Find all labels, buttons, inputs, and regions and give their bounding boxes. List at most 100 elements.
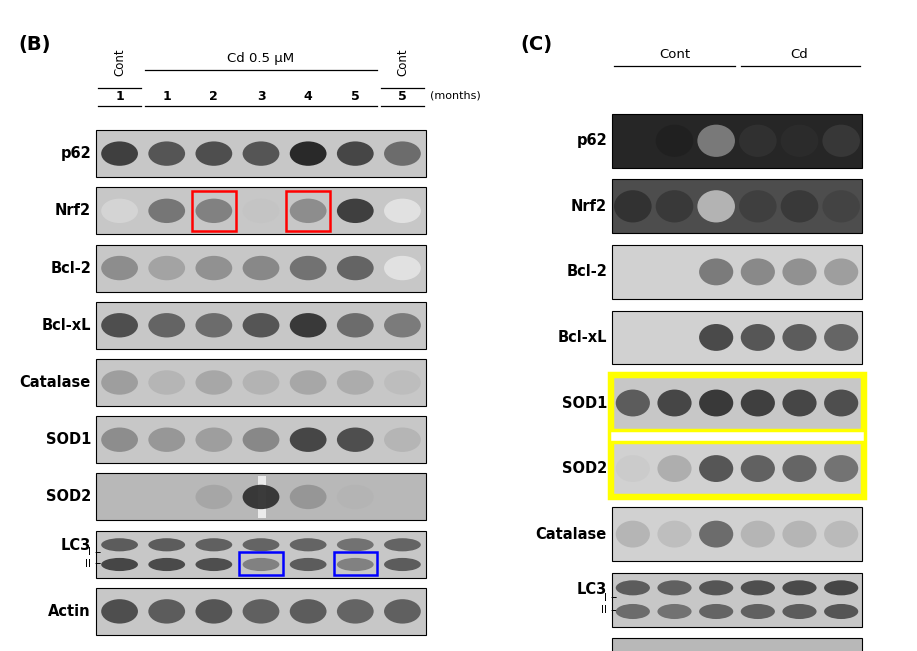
Ellipse shape (782, 604, 816, 619)
Ellipse shape (739, 124, 777, 157)
Text: Nrf2: Nrf2 (55, 203, 91, 218)
Ellipse shape (290, 199, 326, 223)
Ellipse shape (290, 599, 326, 624)
Ellipse shape (290, 370, 326, 395)
Text: 1: 1 (162, 89, 171, 102)
Ellipse shape (337, 538, 373, 551)
Ellipse shape (384, 599, 421, 624)
Ellipse shape (656, 190, 693, 223)
Ellipse shape (699, 455, 734, 482)
Bar (96, 416, 426, 463)
Text: SOD2: SOD2 (562, 461, 607, 476)
Ellipse shape (243, 313, 280, 337)
Bar (612, 311, 862, 365)
Ellipse shape (697, 124, 735, 157)
Text: 1: 1 (116, 89, 124, 102)
Bar (96, 302, 426, 349)
Ellipse shape (741, 324, 775, 351)
Ellipse shape (243, 370, 280, 395)
Ellipse shape (384, 256, 421, 280)
Ellipse shape (782, 258, 816, 285)
Text: LC3: LC3 (61, 538, 91, 553)
Ellipse shape (243, 199, 280, 223)
Ellipse shape (384, 141, 421, 166)
Ellipse shape (824, 580, 858, 596)
Text: Cont: Cont (113, 48, 126, 76)
Bar (193, 191, 236, 230)
Ellipse shape (741, 455, 775, 482)
Ellipse shape (149, 141, 185, 166)
Ellipse shape (384, 370, 421, 395)
Bar (96, 473, 426, 520)
Bar (612, 245, 862, 299)
Bar (612, 507, 862, 561)
Ellipse shape (615, 580, 650, 596)
Ellipse shape (243, 141, 280, 166)
Text: –: – (610, 604, 616, 617)
Ellipse shape (824, 521, 858, 547)
Ellipse shape (741, 604, 775, 619)
Ellipse shape (290, 538, 326, 551)
Text: –: – (94, 546, 100, 559)
Ellipse shape (149, 370, 185, 395)
Bar (612, 114, 862, 168)
Text: 4: 4 (304, 89, 313, 102)
Ellipse shape (337, 313, 373, 337)
Ellipse shape (195, 199, 232, 223)
Ellipse shape (384, 428, 421, 452)
Text: 5: 5 (351, 89, 359, 102)
Ellipse shape (782, 455, 816, 482)
Ellipse shape (699, 324, 734, 351)
Ellipse shape (243, 485, 280, 509)
Ellipse shape (782, 521, 816, 547)
Ellipse shape (384, 313, 421, 337)
Ellipse shape (101, 141, 138, 166)
Ellipse shape (101, 370, 138, 395)
Ellipse shape (195, 558, 232, 571)
Ellipse shape (614, 190, 652, 223)
Ellipse shape (149, 428, 185, 452)
Ellipse shape (101, 538, 138, 551)
Ellipse shape (337, 199, 373, 223)
Ellipse shape (741, 521, 775, 547)
Bar (609, 373, 865, 499)
Ellipse shape (101, 199, 138, 223)
Ellipse shape (101, 428, 138, 452)
Ellipse shape (741, 389, 775, 417)
Text: (C): (C) (520, 35, 552, 54)
Bar (96, 187, 426, 234)
Ellipse shape (149, 538, 185, 551)
Ellipse shape (337, 370, 373, 395)
Text: Cont: Cont (659, 48, 691, 61)
Ellipse shape (290, 141, 326, 166)
Ellipse shape (782, 389, 816, 417)
Bar (96, 245, 426, 292)
Text: II: II (85, 559, 91, 568)
Ellipse shape (699, 258, 734, 285)
Ellipse shape (782, 580, 816, 596)
Text: 5: 5 (398, 89, 407, 102)
Ellipse shape (824, 258, 858, 285)
Text: Bcl-xL: Bcl-xL (558, 330, 607, 345)
Bar (612, 180, 862, 233)
Text: Cd: Cd (790, 48, 809, 61)
Bar (286, 191, 330, 230)
Ellipse shape (824, 455, 858, 482)
Text: I: I (88, 547, 91, 557)
Bar (612, 376, 862, 430)
Ellipse shape (149, 599, 185, 624)
Ellipse shape (290, 485, 326, 509)
Ellipse shape (824, 389, 858, 417)
Ellipse shape (824, 324, 858, 351)
Ellipse shape (780, 124, 818, 157)
Ellipse shape (101, 313, 138, 337)
Text: p62: p62 (61, 146, 91, 161)
Ellipse shape (657, 521, 691, 547)
Ellipse shape (101, 558, 138, 571)
Ellipse shape (657, 604, 691, 619)
Ellipse shape (337, 256, 373, 280)
Ellipse shape (741, 580, 775, 596)
Ellipse shape (243, 428, 280, 452)
Text: (months): (months) (430, 91, 481, 101)
Ellipse shape (243, 538, 280, 551)
